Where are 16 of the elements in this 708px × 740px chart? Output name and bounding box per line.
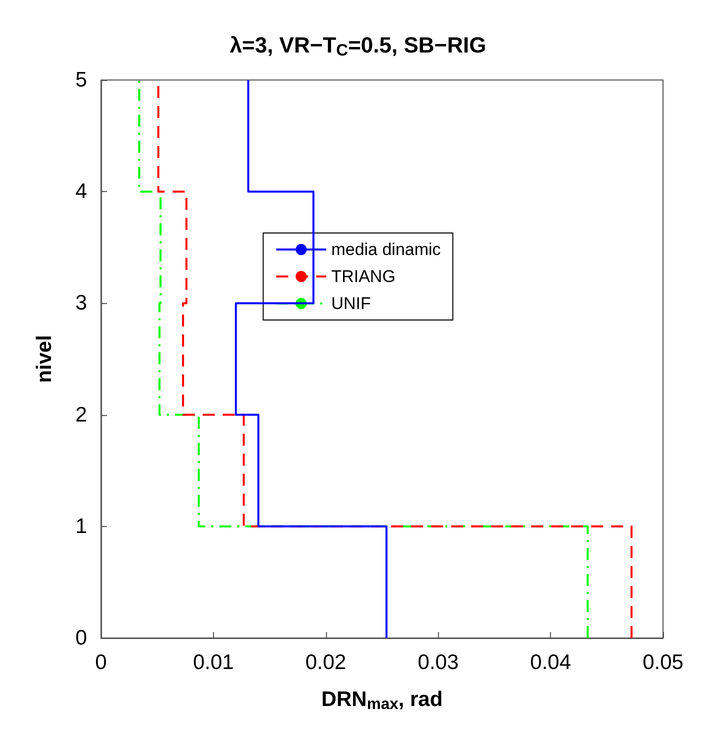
y-tick-label: 1 (75, 514, 87, 538)
y-tick-label: 2 (75, 403, 87, 426)
legend-label: UNIF (331, 294, 371, 313)
y-tick-label: 0 (75, 626, 87, 650)
y-tick-label: 4 (75, 180, 88, 204)
x-tick-label: 0.02 (305, 651, 346, 674)
y-tick-label: 3 (75, 292, 87, 315)
y-axis-title: nivel (33, 335, 56, 383)
x-tick-label: 0 (95, 651, 107, 674)
x-tick-label: 0.04 (530, 651, 572, 674)
x-tick-label: 0.01 (192, 651, 234, 674)
legend-label: media dinamic (331, 240, 442, 259)
x-tick-label: 0.03 (418, 651, 459, 674)
x-tick-label: 0.05 (642, 651, 684, 674)
y-tick-label: 5 (75, 68, 87, 92)
legend-label: TRIANG (331, 267, 396, 286)
